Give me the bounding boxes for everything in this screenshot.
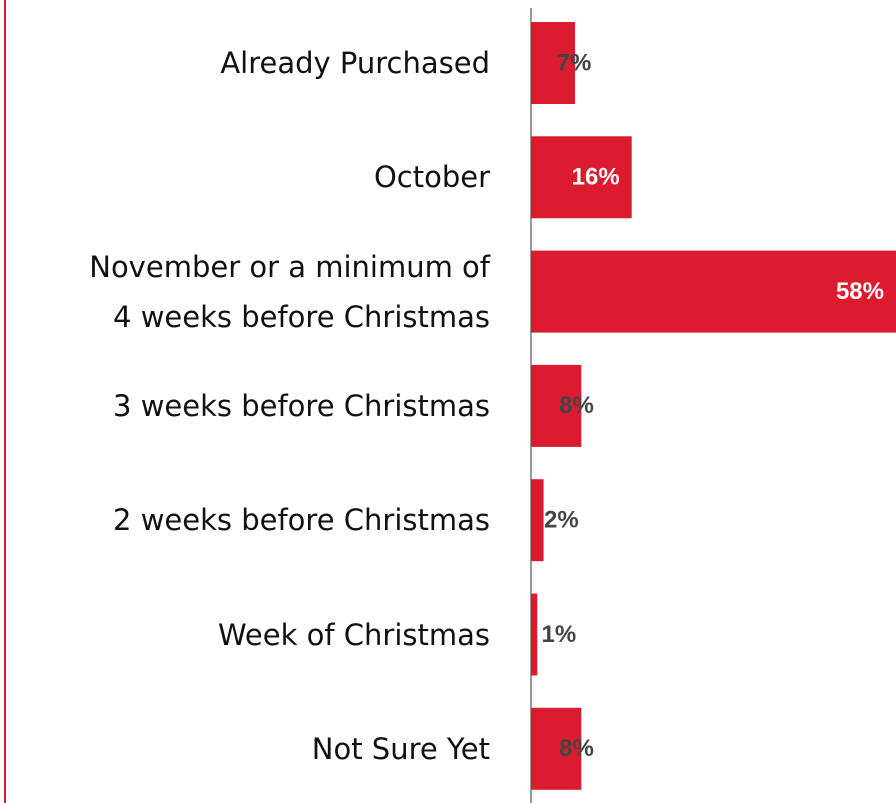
value-label: 2% [544, 507, 579, 534]
bar [531, 136, 632, 219]
bar [531, 22, 576, 104]
bar [531, 364, 582, 447]
value-label: 8% [559, 735, 594, 762]
bar [531, 593, 538, 676]
bar [531, 707, 582, 790]
bar [531, 250, 896, 333]
category-label: 3 weeks before Christmas [113, 388, 490, 423]
bar [531, 479, 544, 562]
value-label: 8% [559, 392, 594, 419]
value-label: 1% [542, 621, 577, 648]
value-label: 58% [836, 278, 884, 305]
value-label: 16% [572, 164, 620, 191]
category-label: Week of Christmas [217, 617, 490, 652]
category-label: Not Sure Yet [311, 731, 490, 766]
category-label: Already Purchased [220, 46, 490, 80]
category-label: October [373, 160, 490, 195]
category-label: 2 weeks before Christmas [113, 503, 490, 538]
category-label: November or a minimum of 4 weeks before … [89, 249, 490, 334]
value-label: 7% [557, 49, 592, 76]
